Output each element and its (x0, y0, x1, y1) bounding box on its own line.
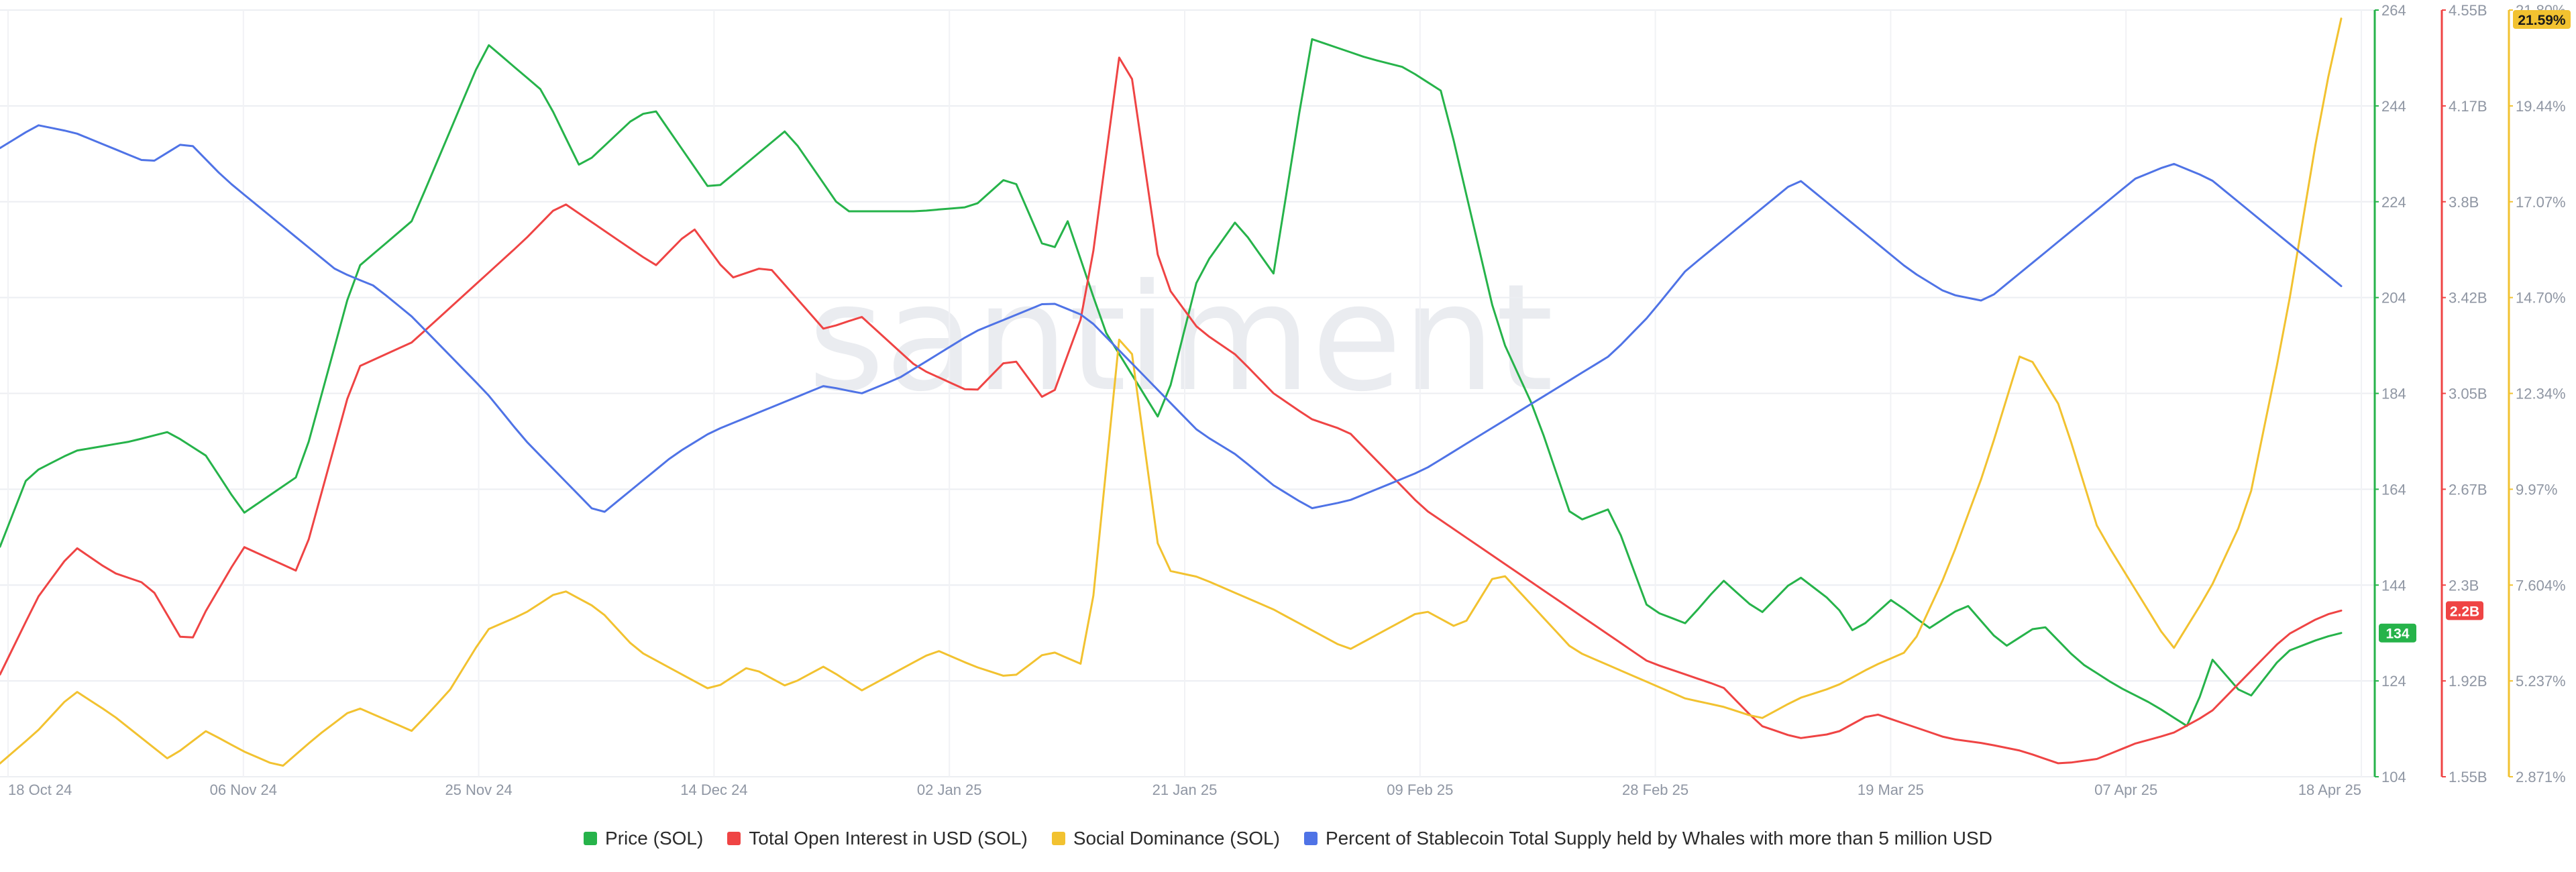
price-tick-label: 144 (2381, 577, 2406, 594)
price-tick-label: 104 (2381, 769, 2406, 785)
price-badge (2379, 623, 2416, 643)
axes: 104 124 144 164 184 204 224 244 264 1.55B 1.92B 2.3… (2373, 2, 2566, 785)
social_dominance-tick-label: 2.871% (2516, 769, 2566, 785)
open_interest-tick-label: 3.42B (2449, 290, 2487, 307)
social_dominance-tick-label: 12.34% (2516, 386, 2566, 402)
legend-item[interactable]: Percent of Stablecoin Total Supply held … (1303, 828, 1992, 849)
x-tick-label: 09 Feb 25 (1387, 781, 1453, 798)
open_interest-tick-label: 3.8B (2449, 194, 2479, 211)
x-tick-label: 18 Apr 25 (2298, 781, 2361, 798)
legend-swatch (1051, 832, 1065, 845)
x-tick-label: 02 Jan 25 (917, 781, 982, 798)
legend-item[interactable]: Total Open Interest in USD (SOL) (727, 828, 1028, 849)
x-tick-label: 14 Dec 24 (680, 781, 747, 798)
legend-item[interactable]: Social Dominance (SOL) (1051, 828, 1280, 849)
price-tick-label: 184 (2381, 386, 2406, 402)
legend-label: Total Open Interest in USD (SOL) (749, 828, 1028, 849)
price-tick-label: 164 (2381, 481, 2406, 498)
open_interest-tick-label: 4.17B (2449, 98, 2487, 115)
percent-of-stablecoin-total-supply-held-by-whales-with-more-than-5-million-usd-line (0, 124, 2343, 513)
price-badge-label: 134 (2385, 626, 2409, 642)
legend-label: Percent of Stablecoin Total Supply held … (1325, 828, 1992, 849)
x-tick-label: 21 Jan 25 (1152, 781, 1218, 798)
social_dominance-tick-label: 19.44% (2516, 98, 2566, 115)
last-value-badges: 134 2.2B 21.59% (2379, 10, 2571, 643)
series-lines (0, 17, 2343, 767)
open_interest-tick-label: 2.3B (2449, 577, 2479, 594)
x-tick-label: 19 Mar 25 (1858, 781, 1924, 798)
price-tick-label: 224 (2381, 194, 2406, 211)
legend-label: Social Dominance (SOL) (1073, 828, 1280, 849)
grid (0, 9, 2375, 777)
legend-label: Price (SOL) (605, 828, 704, 849)
price-tick-label: 204 (2381, 290, 2406, 307)
open_interest-tick-label: 3.05B (2449, 386, 2487, 402)
total-open-interest-in-usd-sol-line (0, 56, 2343, 765)
watermark: santiment (808, 252, 1554, 424)
social_dominance-badge (2513, 10, 2571, 29)
open_interest-tick-label: 2.67B (2449, 481, 2487, 498)
x-tick-label: 18 Oct 24 (8, 781, 72, 798)
legend-swatch (1303, 832, 1318, 845)
open_interest-tick-label: 4.55B (2449, 2, 2487, 19)
social_dominance-tick-label: 5.237% (2516, 673, 2566, 690)
legend: Price (SOL) Total Open Interest in USD (S… (0, 824, 2576, 853)
legend-item[interactable]: Price (SOL) (584, 828, 703, 849)
social_dominance-tick-label: 9.97% (2516, 481, 2557, 498)
x-tick-label: 28 Feb 25 (1622, 781, 1688, 798)
x-tick-labels: 18 Oct 24 06 Nov 24 25 Nov 24 14 Dec 24 02 J… (8, 781, 2361, 798)
legend-swatch (727, 832, 741, 845)
x-tick-label: 25 Nov 24 (445, 781, 512, 798)
social_dominance-tick-label: 17.07% (2516, 194, 2566, 211)
price-tick-label: 244 (2381, 98, 2406, 115)
social_dominance-badge-label: 21.59% (2518, 13, 2566, 28)
price-tick-label: 124 (2381, 673, 2406, 690)
open_interest-tick-label: 1.92B (2449, 673, 2487, 690)
price-sol-line (0, 38, 2343, 727)
social_dominance-tick-label: 14.70% (2516, 290, 2566, 307)
social_dominance-tick-label: 7.604% (2516, 577, 2566, 594)
x-tick-label: 06 Nov 24 (210, 781, 277, 798)
open_interest-badge-label: 2.2B (2450, 604, 2479, 619)
x-tick-label: 07 Apr 25 (2094, 781, 2157, 798)
legend-swatch (584, 832, 598, 845)
price-tick-label: 264 (2381, 2, 2406, 19)
social-dominance-sol-line (0, 17, 2343, 767)
open_interest-badge (2446, 601, 2483, 620)
open_interest-tick-label: 1.55B (2449, 769, 2487, 785)
